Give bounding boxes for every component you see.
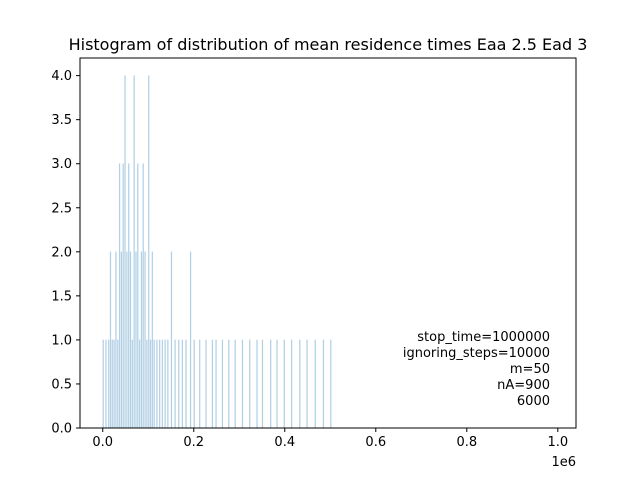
histogram-bar-39 [193, 339, 195, 429]
annotation-line-3: nA=900 [497, 378, 550, 393]
x-tick-label-5: 1.0 [547, 435, 568, 450]
histogram-bar-26 [151, 251, 154, 429]
histogram-bar-28 [156, 339, 158, 429]
y-tick-label-5: 2.5 [51, 201, 72, 216]
histogram-bar-0 [102, 339, 104, 429]
histogram-bar-53 [283, 339, 285, 429]
histogram-bar-32 [167, 339, 169, 429]
histogram-bar-51 [270, 339, 272, 429]
histogram-bar-10 [122, 163, 124, 429]
histogram-bar-22 [144, 251, 146, 429]
histogram-bar-6 [115, 251, 117, 429]
histogram-bar-29 [158, 339, 161, 429]
y-tick-label-3: 1.5 [51, 289, 72, 304]
histogram-bar-52 [276, 339, 278, 429]
x-tick-label-4: 0.8 [456, 435, 477, 450]
histogram-bar-38 [189, 251, 192, 429]
histogram-bar-17 [135, 251, 137, 429]
histogram-bar-30 [161, 339, 164, 429]
histogram-bar-49 [256, 339, 258, 429]
histogram-bar-24 [148, 75, 150, 429]
histogram-bar-37 [185, 339, 187, 429]
chart-title: Histogram of distribution of mean reside… [69, 35, 588, 54]
x-tick-label-0: 0.0 [92, 435, 113, 450]
histogram-bar-42 [211, 339, 214, 429]
histogram-bar-56 [306, 339, 308, 429]
histogram-bar-12 [126, 251, 128, 429]
plot-area-frame [79, 57, 577, 429]
histogram-bar-4 [111, 339, 113, 429]
histogram-bar-19 [138, 339, 141, 429]
histogram-bar-21 [142, 163, 144, 429]
histogram-bar-20 [140, 251, 143, 429]
histogram-bar-15 [131, 339, 133, 429]
ticks-group: 0.0 0.2 0.4 0.6 0.8 1.0 0.0 0.5 1.0 1.5 2.0 2.5 3.0 3… [51, 69, 568, 450]
annotation-group: stop_time=1000000ignoring_steps=10000m=5… [403, 330, 550, 409]
y-tick-label-0: 0.0 [51, 422, 72, 437]
histogram-bar-3 [109, 251, 112, 429]
histogram-bar-36 [181, 339, 184, 429]
histogram-bar-41 [205, 339, 207, 429]
histogram-bar-34 [174, 339, 176, 429]
histogram-bar-40 [199, 339, 201, 429]
histogram-bar-18 [137, 163, 139, 429]
x-axis-offset-label: 1e6 [551, 455, 576, 470]
annotation-line-2: m=50 [510, 362, 550, 377]
annotation-line-4: 6000 [517, 394, 550, 409]
histogram-bar-54 [290, 339, 293, 429]
histogram-bar-2 [108, 339, 110, 429]
y-tick-label-2: 1.0 [51, 333, 72, 348]
histogram-bar-7 [117, 339, 119, 429]
histogram-bar-45 [228, 339, 230, 429]
histogram-bar-23 [146, 339, 148, 429]
histogram-bar-48 [249, 339, 251, 429]
y-tick-label-4: 2.0 [51, 245, 72, 260]
histogram-bar-55 [299, 339, 301, 429]
annotation-line-0: stop_time=1000000 [417, 330, 550, 345]
histogram-bar-8 [118, 163, 121, 429]
histogram-bar-31 [164, 339, 166, 429]
histogram-bar-35 [178, 339, 180, 429]
annotation-line-1: ignoring_steps=10000 [403, 346, 550, 361]
x-tick-label-1: 0.2 [183, 435, 204, 450]
histogram-bar-58 [322, 339, 325, 429]
x-tick-label-2: 0.4 [274, 435, 295, 450]
histogram-bar-46 [234, 339, 236, 429]
histogram-bar-13 [128, 163, 130, 429]
histogram-bar-11 [124, 75, 126, 429]
y-tick-label-6: 3.0 [51, 157, 72, 172]
histogram-bar-50 [261, 339, 264, 429]
histogram-bar-1 [105, 339, 107, 429]
y-tick-label-7: 3.5 [51, 113, 72, 128]
y-tick-label-1: 0.5 [51, 377, 72, 392]
histogram-bar-27 [153, 339, 155, 429]
histogram-bar-59 [330, 339, 332, 429]
histogram-bar-57 [314, 339, 316, 429]
histogram-bar-16 [133, 75, 135, 429]
y-tick-label-8: 4.0 [51, 69, 72, 84]
histogram-bar-47 [241, 339, 244, 429]
histogram-bar-44 [221, 339, 224, 429]
histogram-bar-43 [215, 339, 217, 429]
histogram-bar-25 [149, 339, 152, 429]
x-tick-label-3: 0.6 [365, 435, 386, 450]
histogram-bar-9 [120, 251, 123, 429]
histogram-bar-33 [170, 251, 173, 429]
histogram-bar-14 [129, 251, 132, 429]
histogram-bar-5 [113, 339, 115, 429]
